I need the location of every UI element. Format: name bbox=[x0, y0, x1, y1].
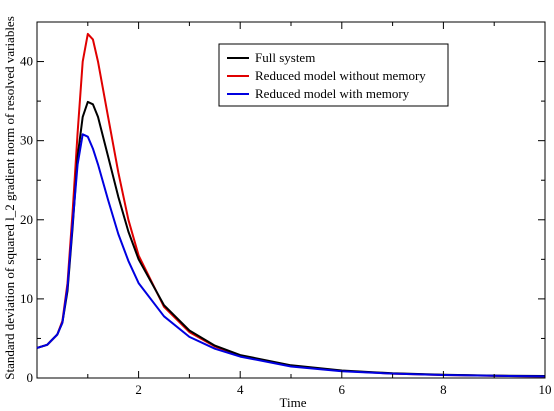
legend-label: Full system bbox=[255, 50, 315, 65]
series-line-reduced-model-with-memory bbox=[36, 133, 546, 378]
x-axis-title: Time bbox=[280, 395, 307, 410]
y-tick-label: 40 bbox=[20, 54, 33, 69]
legend: Full system Reduced model without memory R… bbox=[218, 43, 449, 107]
y-axis-title: Standard deviation of squared l_2 gradie… bbox=[2, 16, 17, 380]
y-tick-label: 0 bbox=[27, 370, 34, 385]
y-tick-label: 10 bbox=[20, 291, 33, 306]
legend-label: Reduced model without memory bbox=[255, 68, 426, 83]
legend-label: Reduced model with memory bbox=[255, 86, 410, 101]
y-tick-label: 20 bbox=[20, 212, 33, 227]
x-tick-label: 6 bbox=[339, 382, 346, 397]
x-tick-label: 10 bbox=[539, 382, 552, 397]
x-tick-label: 2 bbox=[135, 382, 142, 397]
x-tick-label: 8 bbox=[440, 382, 447, 397]
legend-box bbox=[218, 43, 449, 107]
axes-layer: 2 4 6 8 10 0 10 20 30 40 bbox=[20, 22, 552, 397]
y-tick-label: 30 bbox=[20, 133, 33, 148]
x-tick-label: 4 bbox=[237, 382, 244, 397]
